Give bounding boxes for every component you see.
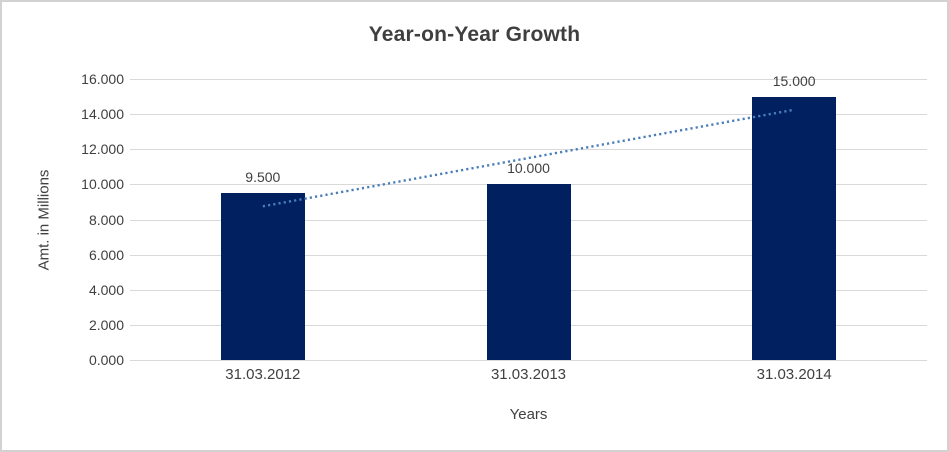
plot-area: 9.500 10.000 15.000 — [130, 73, 927, 361]
chart-title: Year-on-Year Growth — [368, 23, 581, 46]
y-tick-label: 8.000 — [88, 211, 124, 228]
y-tick-label: 10.000 — [81, 176, 124, 193]
y-tick-label: 12.000 — [81, 141, 124, 158]
gridline — [130, 360, 927, 361]
y-tick-label: 14.000 — [81, 106, 124, 123]
y-axis-tick-labels: 0.000 2.000 4.000 6.000 8.000 10.000 12.000 14.… — [2, 71, 124, 368]
bar — [220, 193, 305, 360]
data-label: 9.500 — [245, 169, 281, 186]
data-label: 15.000 — [772, 72, 816, 89]
x-axis-tick-labels: 31.03.2012 31.03.2013 31.03.2014 — [130, 365, 927, 385]
data-label: 10.000 — [507, 160, 550, 177]
bar — [752, 96, 837, 360]
y-tick-label: 0.000 — [88, 352, 124, 368]
bar — [486, 184, 571, 360]
gridline — [130, 79, 927, 80]
y-tick-label: 4.000 — [88, 281, 124, 298]
x-axis-title: Years — [509, 406, 548, 423]
y-tick-label: 2.000 — [88, 316, 124, 333]
x-tick-label: 31.03.2012 — [225, 366, 301, 383]
x-tick-label: 31.03.2014 — [756, 366, 832, 383]
y-tick-label: 6.000 — [88, 246, 124, 263]
y-tick-label: 16.000 — [81, 71, 124, 87]
x-tick-label: 31.03.2013 — [490, 366, 567, 383]
